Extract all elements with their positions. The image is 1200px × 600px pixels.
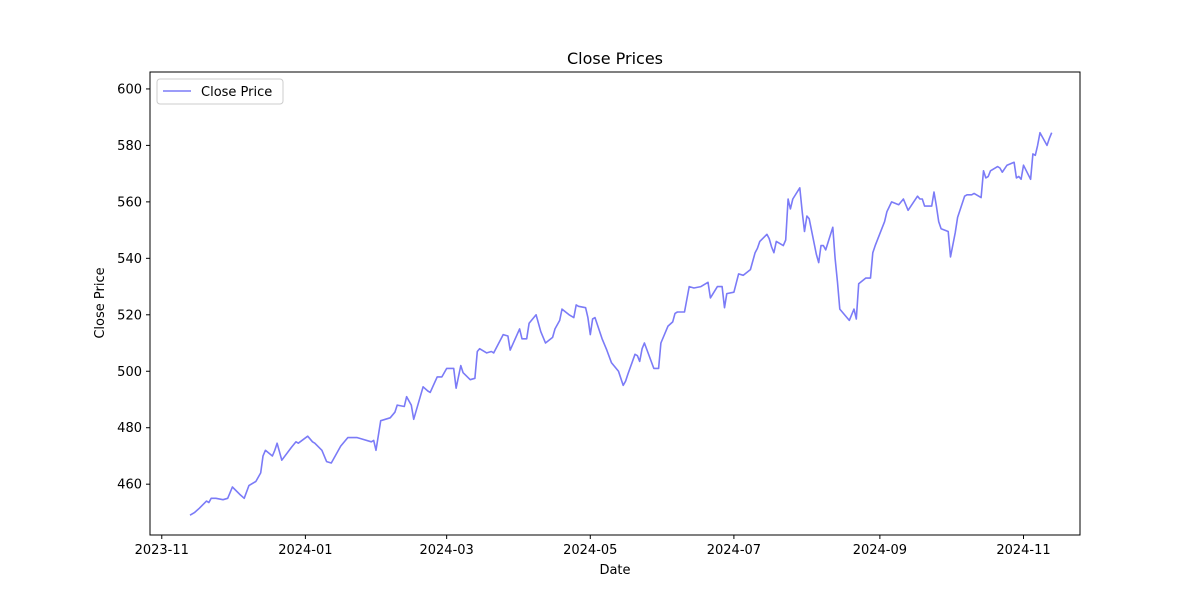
y-tick-label: 600 bbox=[117, 82, 142, 97]
series-lines bbox=[189, 131, 1053, 516]
plot-frame bbox=[149, 71, 1081, 536]
x-tick-label: 2024-11 bbox=[996, 543, 1050, 558]
y-axis-ticks: 460 480 500 520 540 560 580 600 bbox=[117, 82, 150, 493]
y-tick-label: 560 bbox=[117, 195, 142, 210]
chart-title: Close Prices bbox=[567, 49, 663, 68]
x-tick-label: 2024-03 bbox=[419, 543, 473, 558]
x-axis-ticks: 2023-11 2024-01 2024-03 2024-05 2024-07 2024-… bbox=[135, 535, 1051, 558]
y-tick-label: 500 bbox=[117, 365, 142, 380]
y-axis-label: Close Price bbox=[93, 267, 108, 338]
x-axis-label: Date bbox=[599, 563, 630, 578]
x-tick-label: 2024-09 bbox=[853, 543, 907, 558]
legend-label: Close Price bbox=[201, 85, 272, 100]
y-tick-label: 460 bbox=[117, 478, 142, 493]
y-tick-label: 520 bbox=[117, 308, 142, 323]
x-tick-label: 2024-07 bbox=[707, 543, 761, 558]
x-tick-label: 2023-11 bbox=[135, 543, 189, 558]
y-tick-label: 580 bbox=[117, 139, 142, 154]
close-price-line bbox=[189, 131, 1053, 516]
legend-box bbox=[156, 78, 284, 105]
x-tick-label: 2024-05 bbox=[563, 543, 617, 558]
y-tick-label: 540 bbox=[117, 252, 142, 267]
x-tick-label: 2024-01 bbox=[278, 543, 332, 558]
y-tick-label: 480 bbox=[117, 421, 142, 436]
legend: Close Price bbox=[156, 78, 284, 105]
